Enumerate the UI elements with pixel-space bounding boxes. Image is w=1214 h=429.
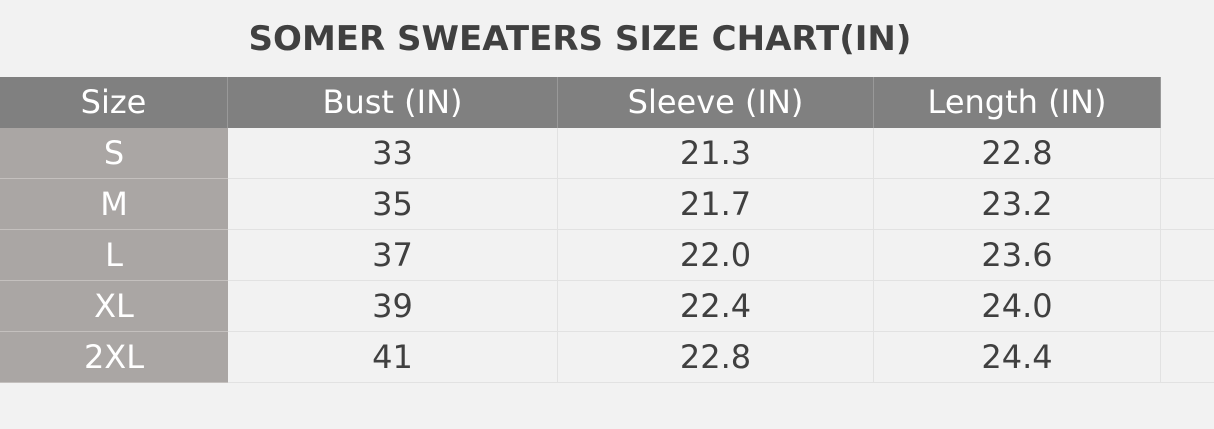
size-cell: L xyxy=(0,230,228,281)
size-cell: XL xyxy=(0,281,228,332)
data-cell: 22.8 xyxy=(874,128,1161,179)
empty-cell xyxy=(1161,179,1214,230)
data-cell: 22.4 xyxy=(558,281,874,332)
data-cell: 21.3 xyxy=(558,128,874,179)
data-cell: 33 xyxy=(228,128,558,179)
data-cell: 23.6 xyxy=(874,230,1161,281)
data-cell: 22.0 xyxy=(558,230,874,281)
size-cell: 2XL xyxy=(0,332,228,383)
empty-cell xyxy=(1161,281,1214,332)
title: SOMER SWEATERS SIZE CHART(IN) xyxy=(248,19,912,59)
size-cell: S xyxy=(0,128,228,179)
empty-cell xyxy=(1161,230,1214,281)
data-cell: 37 xyxy=(228,230,558,281)
empty-cell xyxy=(1161,128,1214,179)
data-cell: 21.7 xyxy=(558,179,874,230)
header-cell: Length (IN) xyxy=(874,77,1161,128)
data-cell: 24.4 xyxy=(874,332,1161,383)
header-cell: Size xyxy=(0,77,228,128)
data-cell: 39 xyxy=(228,281,558,332)
data-cell: 35 xyxy=(228,179,558,230)
header-cell: Bust (IN) xyxy=(228,77,558,128)
size-cell: M xyxy=(0,179,228,230)
data-cell: 41 xyxy=(228,332,558,383)
data-cell: 24.0 xyxy=(874,281,1161,332)
data-cell: 23.2 xyxy=(874,179,1161,230)
header-cell: Sleeve (IN) xyxy=(558,77,874,128)
empty-cell xyxy=(1161,332,1214,383)
data-cell: 22.8 xyxy=(558,332,874,383)
